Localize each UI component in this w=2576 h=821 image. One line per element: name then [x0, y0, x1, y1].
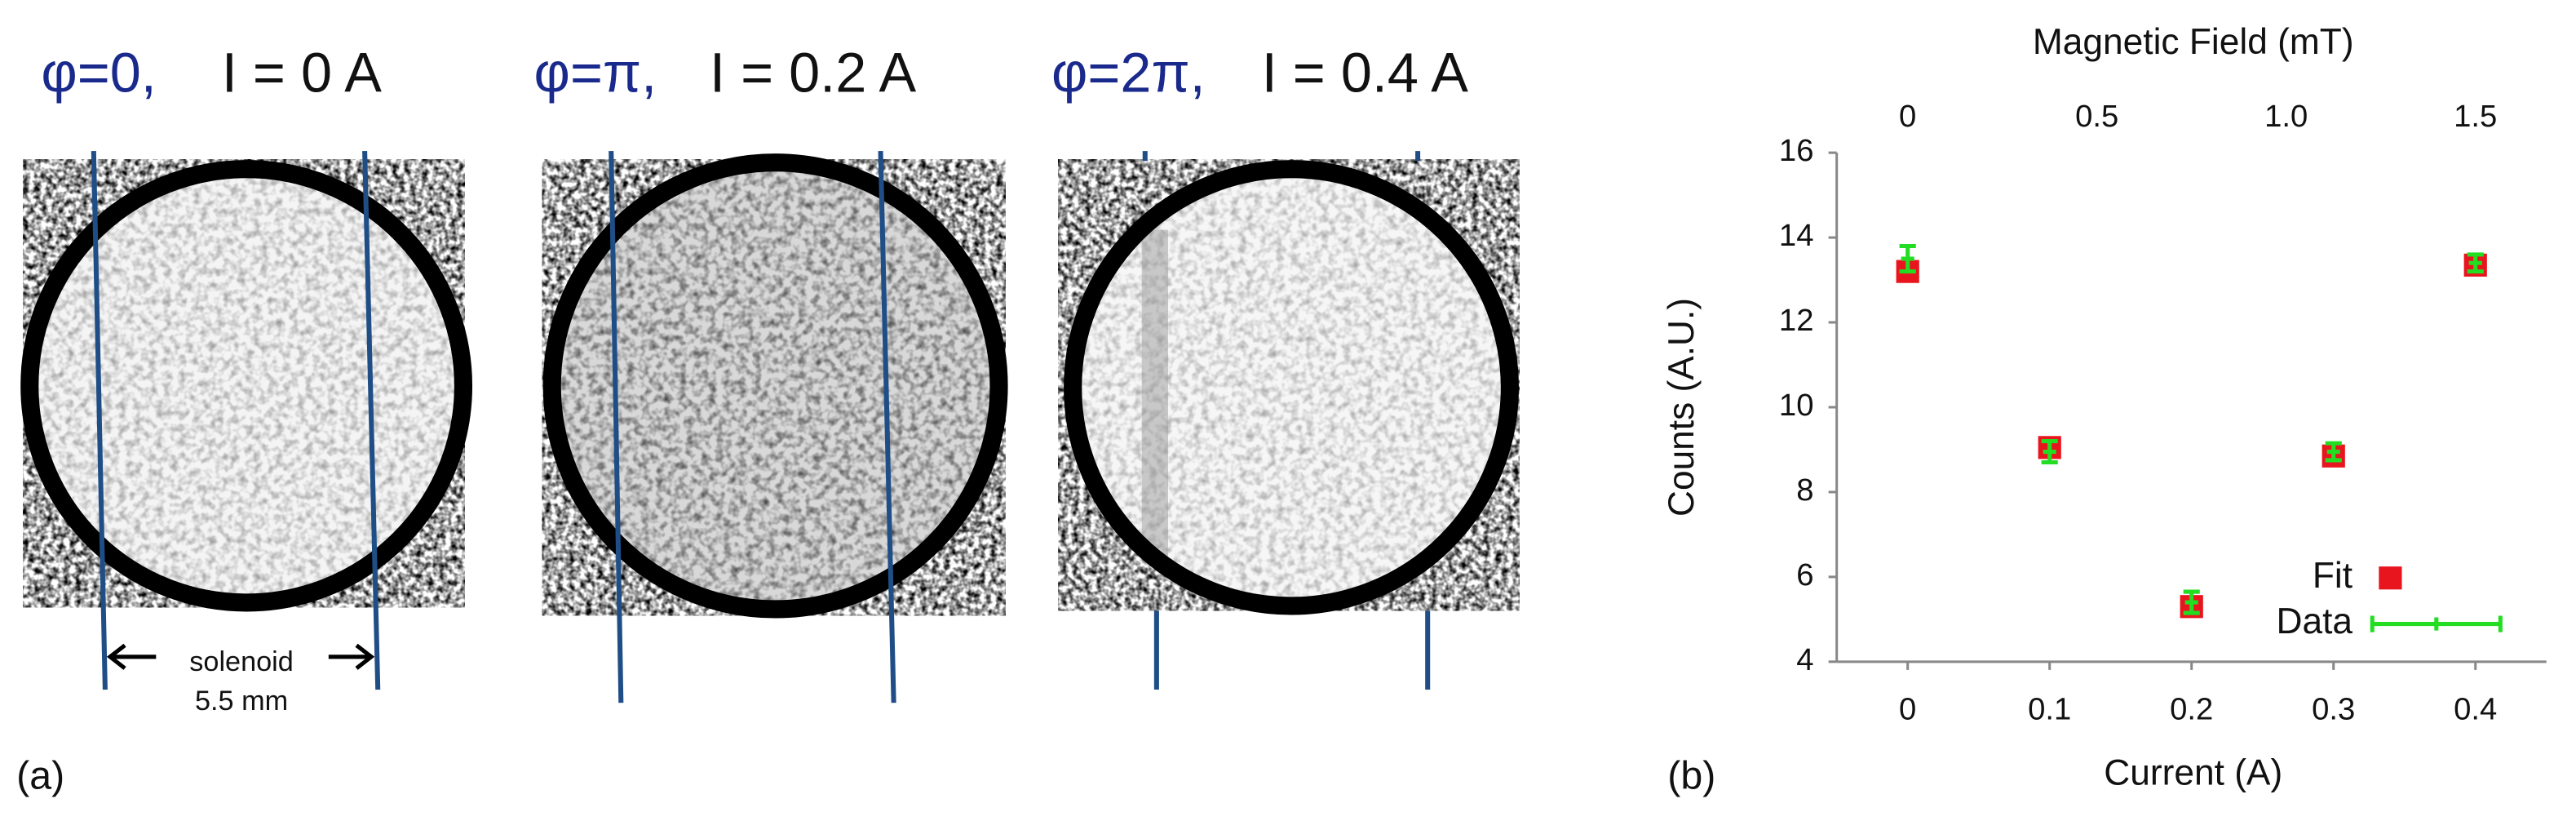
legend-marker	[2379, 566, 2402, 590]
x-tick-label: 0.3	[2312, 691, 2355, 726]
frame-image	[542, 153, 1008, 619]
x-axis-title: Current (A)	[2104, 752, 2282, 792]
frame-phase: φ=2π,	[1051, 42, 1206, 104]
y-tick-label: 14	[1779, 218, 1814, 253]
x-tick-label: 0	[1899, 691, 1916, 726]
frame-current: I = 0.4 A	[1262, 42, 1469, 104]
y-tick-label: 4	[1796, 642, 1813, 677]
legend-label: Fit	[2313, 556, 2352, 596]
x2-axis-title: Magnetic Field (mT)	[2033, 22, 2354, 62]
y-tick-label: 8	[1796, 473, 1813, 508]
annotation-text: solenoid	[189, 646, 294, 677]
frame-phase: φ=0,	[41, 42, 156, 104]
x2-tick-label: 1.5	[2454, 99, 2497, 134]
solenoid-lines	[91, 151, 1431, 703]
panel-label: (b)	[1667, 753, 1715, 797]
x2-tick-label: 1.0	[2264, 99, 2308, 134]
y-tick-label: 10	[1779, 388, 1814, 423]
frame-current: I = 0.2 A	[710, 42, 917, 104]
x-tick-label: 0.4	[2454, 691, 2497, 726]
x2-tick-label: 0.5	[2075, 99, 2118, 134]
y-tick-label: 6	[1796, 557, 1813, 592]
x-tick-label: 0.2	[2170, 691, 2213, 726]
error-bar	[2467, 252, 2484, 274]
error-bar	[1899, 243, 1916, 274]
frame-phase: φ=π,	[534, 42, 657, 104]
frame-image	[1058, 159, 1520, 615]
frame-current: I = 0 A	[222, 42, 382, 104]
x2-tick-label: 0	[1899, 99, 1916, 134]
y-axis-title: Counts (A.U.)	[1662, 298, 1702, 517]
y-tick-label: 16	[1779, 133, 1814, 168]
frame-image	[20, 159, 473, 612]
error-bar	[2183, 589, 2200, 615]
y-tick-label: 12	[1779, 303, 1814, 338]
error-bar	[2325, 441, 2342, 463]
annotation-size: 5.5 mm	[195, 686, 288, 717]
x-tick-label: 0.1	[2028, 691, 2071, 726]
legend-marker	[2370, 615, 2503, 632]
panel-label: (a)	[16, 753, 64, 797]
size-arrow	[106, 643, 375, 670]
error-bar	[2041, 439, 2058, 465]
legend-label: Data	[2277, 601, 2353, 641]
